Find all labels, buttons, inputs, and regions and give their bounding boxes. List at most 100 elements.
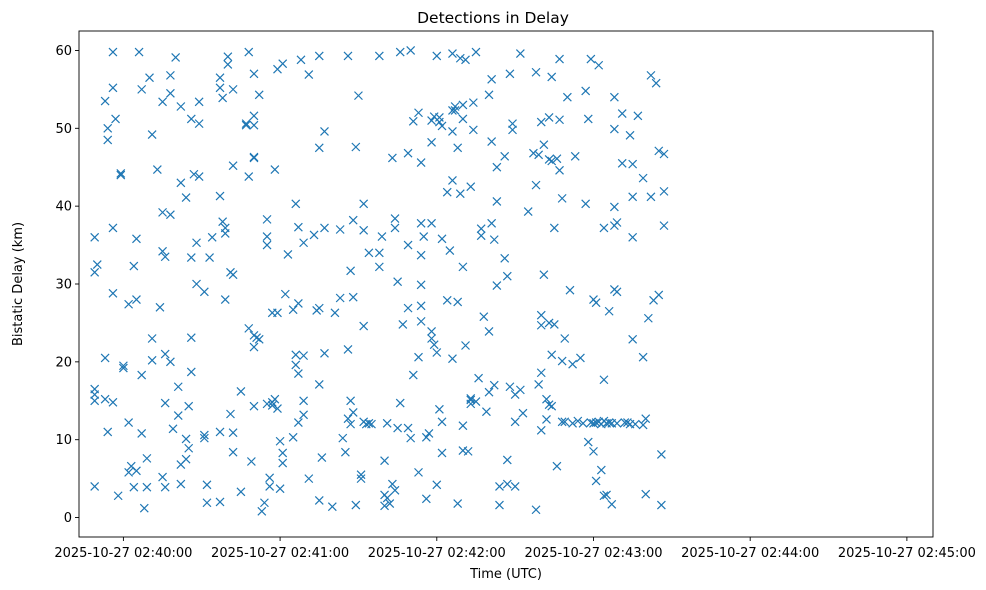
detection-marker — [90, 384, 100, 394]
detection-marker — [252, 333, 262, 343]
detection-marker — [544, 400, 554, 410]
detection-marker — [547, 72, 557, 82]
detection-marker — [346, 396, 356, 406]
detection-marker — [651, 78, 661, 88]
detection-marker — [403, 303, 413, 313]
y-tick-label: 50 — [55, 122, 72, 137]
detection-marker — [218, 93, 228, 103]
detection-marker — [450, 105, 460, 115]
detection-marker — [262, 240, 272, 250]
x-tick-label: 2025-10-27 02:44:00 — [681, 546, 819, 561]
detection-marker — [236, 487, 246, 497]
detection-marker — [194, 119, 204, 129]
detection-marker — [314, 379, 324, 389]
detection-marker — [254, 90, 264, 100]
detection-marker — [194, 172, 204, 181]
detection-marker — [630, 419, 640, 429]
detection-marker — [207, 232, 217, 242]
detection-marker — [168, 424, 178, 434]
detection-marker — [531, 505, 541, 515]
detection-marker — [160, 398, 170, 408]
detection-marker — [377, 232, 387, 241]
detection-marker — [492, 197, 502, 206]
y-tick-label: 10 — [55, 433, 72, 448]
detection-marker — [335, 225, 345, 234]
detection-marker — [241, 120, 251, 130]
y-tick-label: 0 — [64, 511, 72, 526]
detection-marker — [304, 474, 314, 484]
detection-marker — [165, 357, 175, 367]
y-axis: 0 10 20 30 40 50 60 — [55, 44, 79, 526]
detection-marker — [395, 398, 405, 408]
detection-marker — [249, 153, 259, 163]
detection-marker — [453, 297, 463, 307]
detection-marker — [108, 288, 118, 298]
detection-marker — [304, 70, 314, 80]
detection-marker — [586, 54, 596, 64]
detection-marker — [445, 246, 455, 255]
detection-marker — [437, 417, 447, 427]
detection-marker — [557, 193, 567, 203]
detection-marker — [500, 253, 510, 263]
detection-marker — [152, 165, 162, 174]
detection-marker — [293, 299, 303, 308]
detection-marker — [192, 279, 201, 289]
detection-marker — [492, 162, 502, 172]
detection-marker — [137, 429, 147, 438]
detection-marker — [137, 84, 147, 94]
detection-marker — [100, 96, 110, 106]
detection-marker — [434, 117, 444, 127]
detection-marker — [158, 472, 167, 482]
detection-marker — [495, 481, 504, 491]
detection-marker — [510, 481, 520, 491]
detection-marker — [202, 498, 212, 508]
detection-marker — [628, 159, 638, 169]
detection-marker — [393, 423, 403, 433]
detection-marker — [528, 148, 538, 158]
detection-marker — [249, 111, 259, 121]
detection-marker — [552, 154, 562, 164]
detection-marker — [442, 295, 452, 305]
detection-marker — [536, 320, 546, 330]
detection-marker — [620, 418, 630, 427]
detection-marker — [244, 323, 254, 333]
detection-marker — [199, 287, 209, 297]
detection-marker — [502, 271, 512, 281]
detection-marker — [421, 494, 431, 504]
detection-marker — [129, 482, 139, 492]
detection-marker — [273, 404, 282, 413]
detection-marker — [479, 312, 489, 322]
detection-marker — [374, 248, 384, 258]
detection-marker — [609, 202, 619, 212]
detection-marker — [291, 350, 301, 360]
detection-marker — [158, 207, 167, 217]
detection-marker — [265, 473, 275, 483]
detection-marker — [531, 67, 541, 77]
detection-marker — [330, 308, 340, 318]
detection-marker — [549, 223, 559, 233]
detection-marker — [220, 228, 230, 238]
detection-marker — [458, 114, 468, 124]
detection-marker — [625, 130, 635, 140]
detection-marker — [612, 287, 622, 297]
detection-marker — [92, 260, 102, 269]
detection-marker — [270, 165, 280, 174]
detection-marker — [359, 199, 369, 209]
detection-marker — [108, 47, 118, 57]
detection-marker — [320, 126, 329, 136]
detection-marker — [278, 59, 288, 69]
detection-marker — [448, 176, 457, 185]
detection-marker — [654, 290, 664, 300]
detection-marker — [314, 303, 324, 313]
detection-marker — [155, 302, 165, 312]
detection-marker — [659, 221, 669, 231]
detection-marker — [320, 348, 329, 358]
detection-marker — [481, 407, 491, 417]
y-tick-label: 30 — [55, 278, 72, 293]
detection-marker — [236, 387, 246, 396]
detection-marker — [194, 97, 204, 107]
detection-marker — [215, 83, 225, 93]
detection-marker — [646, 192, 656, 202]
detection-marker — [267, 401, 277, 410]
detection-marker — [416, 316, 426, 326]
